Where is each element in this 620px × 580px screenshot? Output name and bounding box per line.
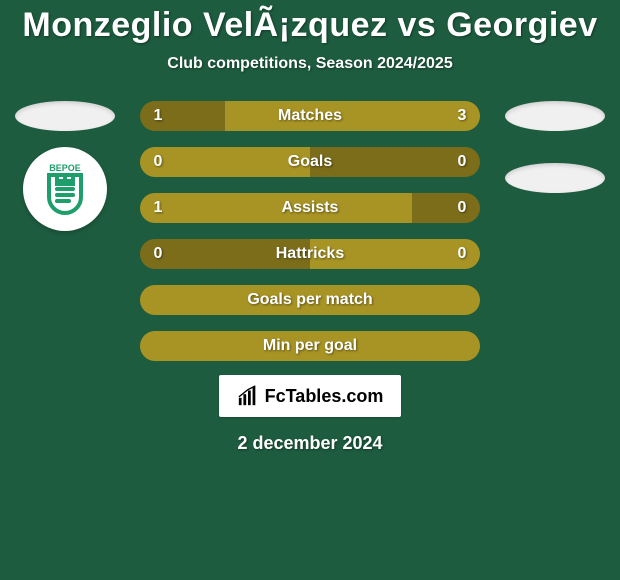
stat-bar-min-per-goal: Min per goal: [140, 331, 480, 361]
stat-label: Min per goal: [176, 337, 444, 355]
stat-value-right: 0: [444, 199, 480, 217]
comparison-row: ΒΕΡΟΕ 1Matches30Goals01Assists00Hattrick…: [0, 101, 620, 361]
attribution-text: FcTables.com: [265, 386, 384, 407]
stat-label: Goals: [176, 153, 444, 171]
stat-bar-matches: 1Matches3: [140, 101, 480, 131]
stat-value-right: 0: [444, 153, 480, 171]
stat-value-left: 0: [140, 153, 176, 171]
stat-value-right: 0: [444, 245, 480, 263]
left-club-badge: ΒΕΡΟΕ: [23, 147, 107, 231]
stat-label: Matches: [176, 107, 444, 125]
stat-bar-hattricks: 0Hattricks0: [140, 239, 480, 269]
svg-text:ΒΕΡΟΕ: ΒΕΡΟΕ: [49, 163, 81, 173]
stat-bars: 1Matches30Goals01Assists00Hattricks0Goal…: [140, 101, 480, 361]
right-side: [500, 101, 610, 193]
stat-label: Goals per match: [176, 291, 444, 309]
date-text: 2 december 2024: [237, 433, 382, 454]
stat-label: Assists: [176, 199, 444, 217]
attribution-box: FcTables.com: [219, 375, 402, 417]
stat-bar-goals: 0Goals0: [140, 147, 480, 177]
page-title: Monzeglio VelÃ¡zquez vs Georgiev: [22, 6, 597, 45]
left-side: ΒΕΡΟΕ: [10, 101, 120, 231]
right-player-ellipse: [505, 101, 605, 131]
stat-bar-assists: 1Assists0: [140, 193, 480, 223]
right-club-ellipse: [505, 163, 605, 193]
stat-bar-goals-per-match: Goals per match: [140, 285, 480, 315]
stat-value-left: 1: [140, 107, 176, 125]
stat-value-left: 1: [140, 199, 176, 217]
stat-value-left: 0: [140, 245, 176, 263]
left-player-ellipse: [15, 101, 115, 131]
subtitle: Club competitions, Season 2024/2025: [167, 55, 452, 73]
chart-bars-icon: [237, 385, 259, 407]
beroe-shield-icon: ΒΕΡΟΕ: [33, 157, 97, 221]
stat-value-right: 3: [444, 107, 480, 125]
stat-label: Hattricks: [176, 245, 444, 263]
